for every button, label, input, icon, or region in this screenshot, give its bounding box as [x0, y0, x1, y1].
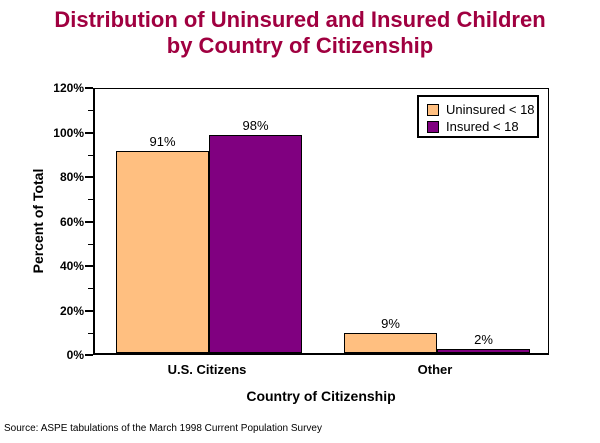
y-minor-tick-mark [88, 110, 93, 111]
legend-label: Insured < 18 [446, 119, 519, 134]
y-tick-label: 80% [59, 170, 84, 184]
chart-title-line1: Distribution of Uninsured and Insured Ch… [54, 7, 546, 32]
bar-value-label: 2% [474, 331, 493, 347]
y-tick-mark [85, 131, 93, 134]
y-minor-tick-mark [88, 288, 93, 289]
y-tick-mark [85, 309, 93, 312]
legend-item: Insured < 18 [427, 118, 537, 135]
y-tick-mark [85, 87, 93, 89]
y-minor-tick-mark [88, 155, 93, 156]
source-note: Source: ASPE tabulations of the March 19… [4, 423, 322, 434]
y-tick-label: 40% [59, 259, 84, 273]
bar-uninsured-18-u-s-citizens [116, 150, 209, 353]
y-tick-label: 120% [53, 81, 84, 95]
y-tick-mark [85, 176, 93, 178]
y-minor-tick-mark [88, 199, 93, 200]
insured-18-swatch [427, 120, 439, 133]
y-tick-label: 20% [59, 303, 84, 318]
uninsured-18-swatch [427, 103, 439, 116]
y-minor-tick-mark [88, 244, 93, 245]
y-tick-label: 100% [53, 125, 84, 140]
bar-value-label: 9% [381, 315, 400, 331]
y-tick-label: 0% [66, 348, 84, 362]
y-tick-mark [85, 265, 93, 267]
y-tick-mark [85, 220, 93, 223]
chart-title-line2: by Country of Citizenship [166, 33, 434, 58]
x-axis-title: Country of Citizenship [246, 388, 396, 404]
x-category-label: U.S. Citizens [167, 362, 247, 377]
legend: Uninsured < 18 Insured < 18 [417, 95, 539, 138]
y-tick-mark [85, 354, 93, 356]
chart-title: Distribution of Uninsured and Insured Ch… [0, 7, 600, 59]
x-category-label: Other [417, 362, 453, 377]
bar-value-label: 91% [149, 133, 176, 149]
bar-insured-18-u-s-citizens [209, 134, 302, 353]
bar-uninsured-18-other [344, 332, 437, 353]
y-tick-label: 60% [59, 214, 84, 229]
bar-value-label: 98% [242, 117, 269, 133]
y-minor-tick-mark [88, 333, 93, 334]
bar-insured-18-other [437, 348, 530, 353]
legend-item: Uninsured < 18 [427, 101, 537, 118]
legend-label: Uninsured < 18 [446, 102, 535, 117]
